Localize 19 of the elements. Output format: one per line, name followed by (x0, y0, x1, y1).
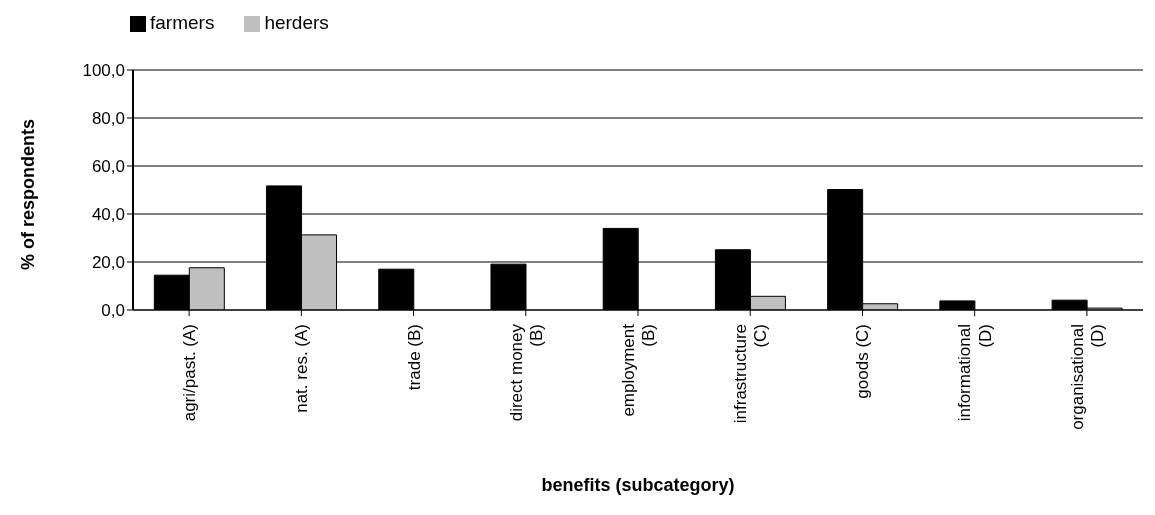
y-tick-label: 0,0 (101, 301, 125, 321)
x-tick-label: informational (D) (955, 324, 995, 422)
y-tick-label: 100,0 (82, 61, 125, 81)
legend-label: herders (264, 12, 329, 33)
y-tick-label: 80,0 (91, 109, 125, 129)
x-tick-label: direct money (B) (506, 323, 546, 422)
y-tick-label: 20,0 (91, 253, 125, 273)
x-tick-label: trade (B) (404, 324, 424, 391)
legend-label: farmers (150, 12, 215, 33)
x-tick-label: agri/past. (A) (180, 324, 200, 422)
y-tick-label: 60,0 (91, 157, 125, 177)
y-tick-label: 40,0 (91, 205, 125, 225)
x-axis-title: benefits (subcategory) (541, 475, 735, 495)
x-tick-label: nat. res. (A) (292, 324, 312, 413)
x-tick-label: infrastructure (C) (730, 324, 771, 424)
x-tick-label: goods (C) (853, 324, 873, 399)
y-axis-title: % of respondents (18, 118, 39, 270)
x-tick-label: organisational (D) (1067, 324, 1108, 430)
x-tick-label: employment (B) (618, 323, 659, 417)
